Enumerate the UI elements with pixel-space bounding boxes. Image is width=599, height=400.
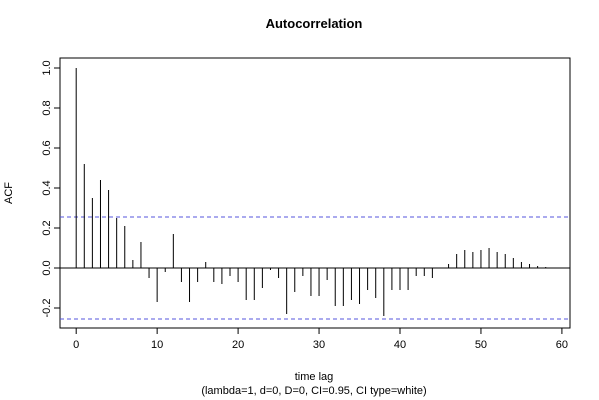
y-tick-label: 0.4 [41,180,53,195]
y-tick-label: 0.0 [41,260,53,275]
acf-bars [60,68,570,316]
chart-title: Autocorrelation [266,16,363,31]
y-tick-label: 0.2 [41,220,53,235]
x-tick-label: 20 [232,339,244,351]
y-axis-label: ACF [3,182,15,204]
axis-ticks: 0 10 20 30 40 50 60 -0.2 0.0 0.2 0.4 0.6 0.8 1.0 [41,60,568,351]
y-tick-label: 1.0 [41,60,53,75]
chart-subtitle: (lambda=1, d=0, D=0, CI=0.95, CI type=wh… [201,385,426,397]
x-tick-label: 10 [151,339,163,351]
y-tick-label: 0.6 [41,140,53,155]
x-tick-label: 40 [394,339,406,351]
y-tick-label: -0.2 [41,299,53,318]
x-axis-label: time lag [295,371,334,383]
plot-frame [59,57,571,329]
y-tick-label: 0.8 [41,100,53,115]
x-tick-label: 60 [556,339,568,351]
x-tick-label: 50 [475,339,487,351]
confidence-lines [60,216,570,320]
x-tick-label: 30 [313,339,325,351]
x-tick-label: 0 [73,339,79,351]
